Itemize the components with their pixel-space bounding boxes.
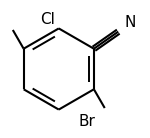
Text: Br: Br [79,114,96,129]
Text: N: N [124,15,135,30]
Text: Cl: Cl [40,12,55,27]
